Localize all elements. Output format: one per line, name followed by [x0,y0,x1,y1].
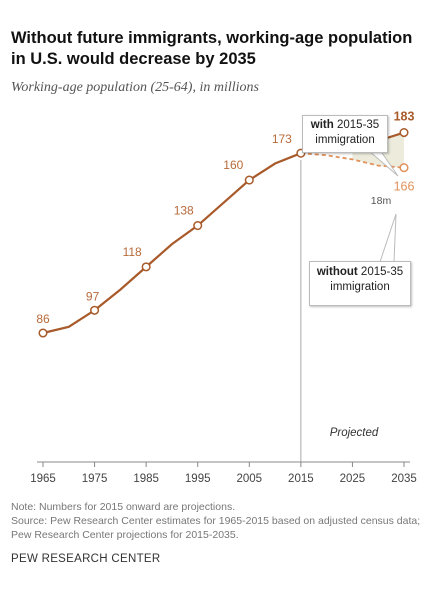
value-label-2015: 173 [272,132,292,146]
data-point-2035-without [399,163,409,173]
value-label-1975: 97 [86,289,100,303]
x-tick-label-2035: 2035 [391,473,417,485]
x-tick-label-2015: 2015 [288,473,314,485]
value-label-2005: 160 [223,158,243,172]
x-tick-label-2005: 2005 [236,473,262,485]
chart-title: Without future immigrants, working-age p… [11,29,413,68]
data-point-1985 [141,262,151,272]
data-point-1975 [90,305,100,315]
with-callout-line2: immigration [315,134,375,146]
with-bold-label: with [310,119,334,131]
projected-label: Projected [330,427,379,439]
without-bold-label: without [316,266,358,278]
with-immigration-callout: with 2015-35 immigration [302,115,388,153]
x-tick-label-1985: 1985 [133,473,159,485]
data-point-1965 [38,328,48,338]
value-label-1965: 86 [36,312,50,326]
data-point-2005 [244,175,254,185]
without-callout-line2: immigration [330,281,390,293]
without-callout-pointer [379,213,397,263]
without-year-range: 2015-35 [360,266,404,278]
x-tick-label-1975: 1975 [82,473,108,485]
chart-subtitle: Working-age population (25-64), in milli… [11,80,259,95]
gap-label: 18m [371,195,392,207]
x-tick-label-1965: 1965 [30,473,56,485]
brand-label: PEW RESEARCH CENTER [11,553,161,565]
x-tick-label-2025: 2025 [340,473,366,485]
data-point-2035 [399,127,409,138]
value-label-1995: 138 [174,204,194,218]
x-tick-label-1995: 1995 [185,473,211,485]
value-label-1985: 118 [123,245,142,259]
footnotes: Note: Numbers for 2015 onward are projec… [11,500,436,542]
data-point-1995 [193,220,203,231]
source-text: Source: Pew Research Center estimates fo… [11,515,421,541]
with-year-range: 2015-35 [336,119,380,131]
value-label-2035-with: 183 [394,110,415,124]
without-immigration-callout: without 2015-35 immigration [309,261,411,306]
note-text: Note: Numbers for 2015 onward are projec… [11,501,236,513]
value-label-2035-without: 166 [394,180,415,194]
